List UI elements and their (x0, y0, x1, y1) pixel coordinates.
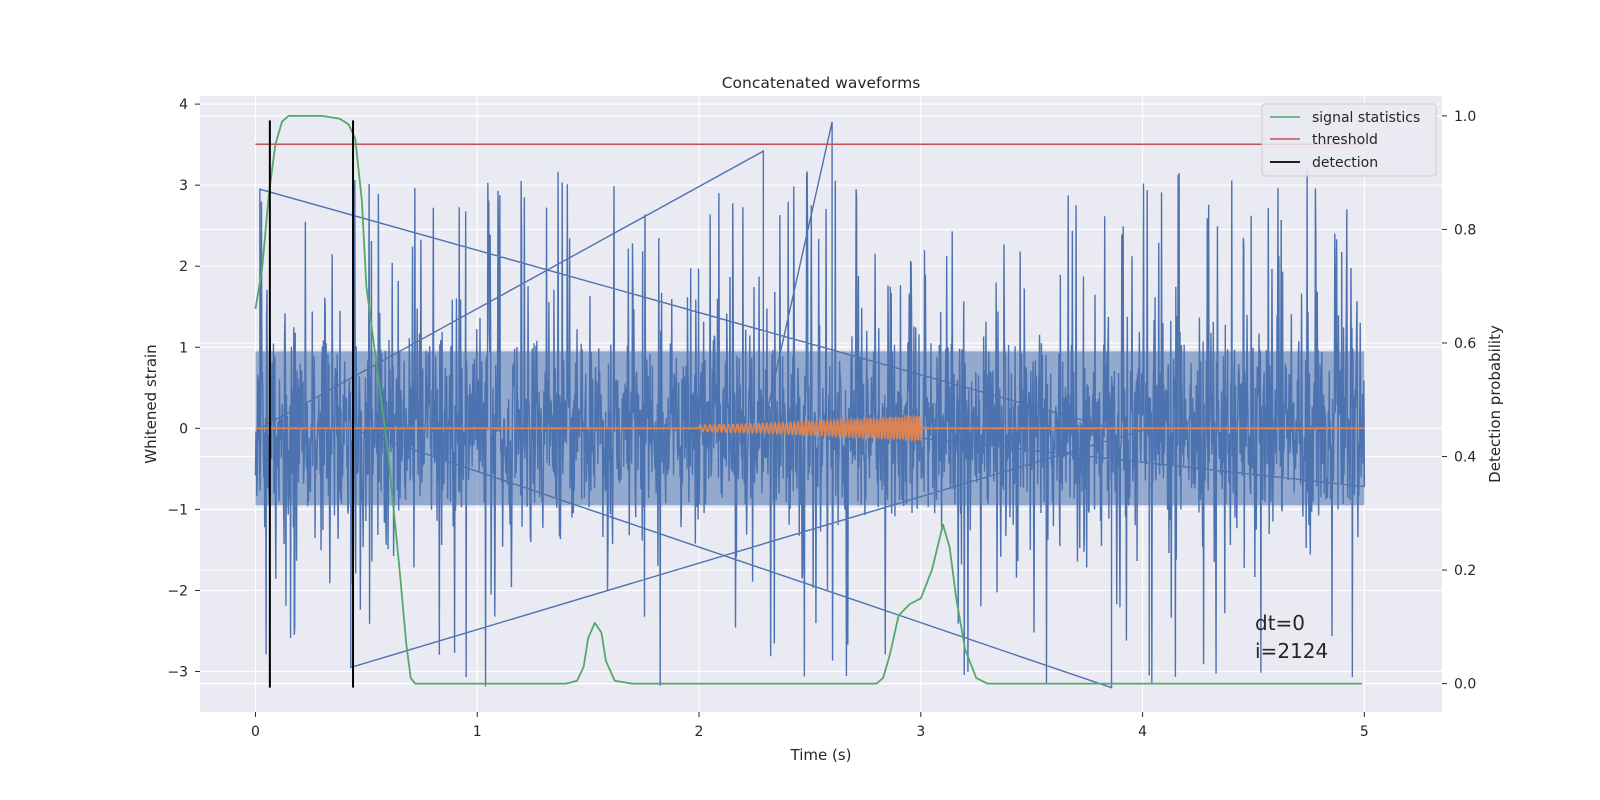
y-axis-label: Whitened strain (142, 344, 160, 463)
annotation-i: i=2124 (1255, 639, 1328, 663)
legend-threshold: threshold (1312, 132, 1378, 148)
chart-title: Concatenated waveforms (722, 74, 921, 92)
x-axis-label: Time (s) (790, 746, 852, 764)
injected-waveform-line (255, 413, 1365, 444)
y2-tick-label-0: 0.0 (1454, 677, 1476, 693)
x-tick-label-1: 1 (473, 724, 482, 740)
x-tick-label-4: 4 (1138, 724, 1147, 740)
y2-tick-label-2: 0.4 (1454, 450, 1476, 466)
series-layer (254, 114, 1366, 689)
annotation-dt: dt=0 (1255, 611, 1305, 635)
legend: signal statistics threshold detection (1261, 103, 1437, 177)
y2-tick-label-4: 0.8 (1454, 222, 1476, 238)
y-tick-label-1: −2 (167, 583, 188, 599)
legend-detection: detection (1312, 155, 1378, 171)
y-tick-label-0: −3 (167, 664, 188, 680)
legend-box (1261, 103, 1437, 177)
y2-tick-label-3: 0.6 (1454, 336, 1476, 352)
y-tick-label-4: 1 (179, 340, 188, 356)
x-tick-label-5: 5 (1360, 724, 1369, 740)
legend-signal-statistics: signal statistics (1312, 110, 1420, 126)
y-tick-label-2: −1 (167, 502, 188, 518)
y2-tick-label-1: 0.2 (1454, 563, 1476, 579)
x-tick-label-3: 3 (916, 724, 925, 740)
y-tick-label-3: 0 (179, 421, 188, 437)
y-tick-label-7: 4 (179, 97, 188, 113)
y-tick-label-5: 2 (179, 259, 188, 275)
y2-tick-label-5: 1.0 (1454, 109, 1476, 125)
axes: 0 1 2 3 4 5 −3 −2 −1 0 1 2 3 4 0.0 0.2 0.4 0.6 0.8 1.0 (167, 97, 1476, 740)
y-tick-label-6: 3 (179, 178, 188, 194)
x-tick-label-0: 0 (251, 724, 260, 740)
x-tick-label-2: 2 (695, 724, 704, 740)
y2-axis-label: Detection probability (1486, 325, 1504, 483)
signal-statistics-line (254, 114, 1363, 685)
